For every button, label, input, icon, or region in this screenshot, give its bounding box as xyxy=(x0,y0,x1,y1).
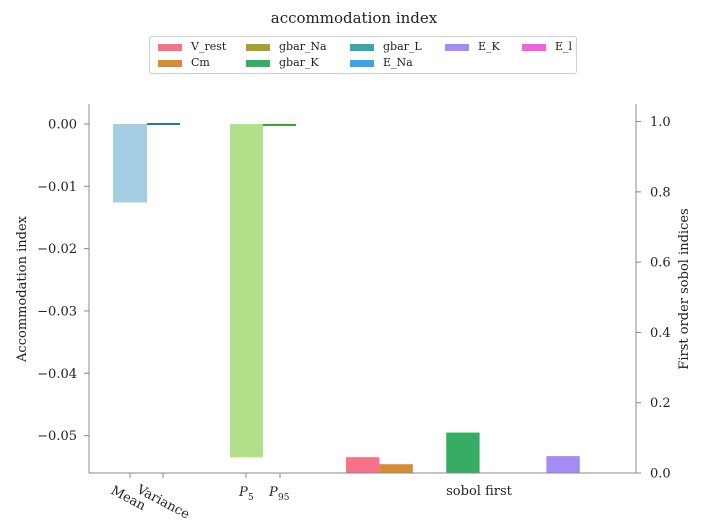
right-tick-label: 1.0 xyxy=(650,115,671,130)
legend-swatch-gbar-na xyxy=(246,44,270,51)
axes-group xyxy=(84,104,641,478)
x-tick-label-p5-subscript: 5 xyxy=(248,493,254,503)
legend-swatch-gbar-k xyxy=(246,60,270,67)
left-tick-label: −0.02 xyxy=(37,242,77,257)
bar-variance xyxy=(147,123,180,126)
bar-sobol-cm xyxy=(379,464,413,473)
left-tick-label: −0.04 xyxy=(37,367,77,382)
x-tick-label-p95-subscript: 95 xyxy=(278,493,290,503)
bar-p5 xyxy=(230,123,263,458)
legend: V_rest Cm gbar_Na gbar_K gbar_L E_Na E_K xyxy=(149,36,577,74)
chart-title: accommodation index xyxy=(270,9,438,27)
left-tick-label: −0.05 xyxy=(37,429,77,444)
legend-label-cm: Cm xyxy=(191,56,210,69)
x-tick-label-p5: P xyxy=(238,485,248,500)
left-tick-label: 0.00 xyxy=(48,117,77,132)
legend-swatch-cm xyxy=(158,60,182,67)
legend-label-e-k: E_K xyxy=(478,40,500,53)
right-tick-label: 0.4 xyxy=(650,326,671,341)
legend-label-e-l: E_l xyxy=(555,40,573,53)
legend-swatch-e-l xyxy=(522,44,546,51)
legend-label-gbar-k: gbar_K xyxy=(279,56,319,69)
x-tick-label-p95: P xyxy=(268,485,278,500)
bar-sobol-e-k xyxy=(546,456,580,473)
left-tick-label: −0.03 xyxy=(37,304,77,319)
legend-label-gbar-na: gbar_Na xyxy=(279,40,327,53)
right-tick-label: 0.0 xyxy=(650,467,671,482)
legend-swatch-e-k xyxy=(445,44,469,51)
right-axis-label: First order sobol indices xyxy=(677,208,692,369)
left-tick-label: −0.01 xyxy=(37,180,77,195)
bars-group xyxy=(113,123,580,473)
bar-mean xyxy=(113,123,147,203)
legend-swatch-e-na xyxy=(350,60,374,67)
bar-sobol-gbar-k xyxy=(446,432,480,473)
left-axis-label: Accommodation index xyxy=(15,215,30,363)
right-tick-label: 0.2 xyxy=(650,396,671,411)
legend-label-e-na: E_Na xyxy=(383,56,413,69)
right-tick-label: 0.8 xyxy=(650,185,671,200)
legend-swatch-v-rest xyxy=(158,44,182,51)
bar-p95 xyxy=(263,123,296,126)
bar-sobol-v-rest xyxy=(346,457,380,473)
legend-swatch-gbar-l xyxy=(350,44,374,51)
right-tick-label: 0.6 xyxy=(650,256,671,271)
legend-label-v-rest: V_rest xyxy=(191,40,227,53)
x-tick-label-sobol-first: sobol first xyxy=(446,484,512,499)
legend-label-gbar-l: gbar_L xyxy=(383,40,422,53)
